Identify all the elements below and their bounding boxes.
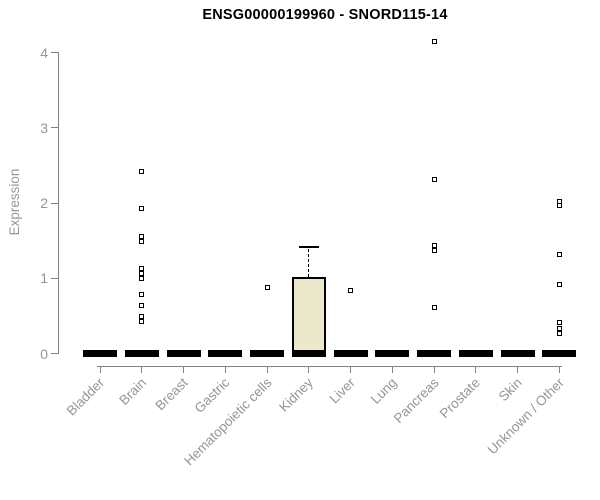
x-axis-tick xyxy=(475,367,477,373)
whisker-line xyxy=(308,248,309,278)
box-body xyxy=(291,277,326,357)
x-axis-tick-label: Gastric xyxy=(192,375,233,416)
y-axis-tick-label: 1 xyxy=(40,270,48,287)
outlier-point xyxy=(556,202,562,208)
median-bar xyxy=(500,350,535,357)
y-axis-tick xyxy=(51,127,58,129)
x-axis-tick-label: Breast xyxy=(152,375,192,414)
outlier-point xyxy=(139,234,145,240)
median-bar xyxy=(417,350,451,357)
x-axis-tick xyxy=(141,367,143,373)
median-bar xyxy=(542,350,577,357)
x-axis-tick-label: Pancreas xyxy=(390,375,442,426)
median-bar xyxy=(458,350,493,357)
outlier-point xyxy=(556,251,562,257)
outlier-point xyxy=(139,314,145,320)
outlier-point xyxy=(556,281,562,287)
x-axis-tick xyxy=(99,367,101,373)
outlier-point xyxy=(556,330,562,336)
median-bar xyxy=(375,350,410,357)
outlier-point xyxy=(431,39,437,45)
outlier-point xyxy=(556,320,562,326)
outlier-point xyxy=(264,284,270,290)
x-axis-tick-label: Bladder xyxy=(64,375,108,419)
x-axis-line xyxy=(97,366,562,367)
outlier-point xyxy=(139,205,145,211)
whisker-cap xyxy=(298,245,319,248)
x-axis-tick xyxy=(391,367,393,373)
outlier-point xyxy=(431,242,437,248)
y-axis-tick-label: 2 xyxy=(40,195,48,211)
outlier-point xyxy=(139,168,145,174)
chart-title: ENSG00000199960 - SNORD115-14 xyxy=(202,7,448,23)
median-bar xyxy=(208,350,243,357)
x-axis-tick xyxy=(224,367,226,373)
outlier-point xyxy=(139,271,145,277)
y-axis-tick-label: 0 xyxy=(40,345,48,362)
x-axis-tick xyxy=(183,367,184,373)
x-axis-tick-label: Kidney xyxy=(276,375,317,415)
outlier-point xyxy=(139,302,145,308)
outlier-point xyxy=(431,177,437,183)
x-axis-tick-label: Unknown / Other xyxy=(484,375,567,458)
y-axis-tick xyxy=(51,202,58,204)
x-axis-tick xyxy=(433,367,435,373)
x-axis-tick xyxy=(350,367,351,373)
x-axis-tick-label: Prostate xyxy=(437,375,484,422)
x-axis-tick xyxy=(266,367,268,373)
x-axis-tick-label: Lung xyxy=(368,375,400,407)
x-axis-tick-label: Liver xyxy=(326,375,359,407)
x-axis-tick xyxy=(308,367,310,373)
outlier-point xyxy=(139,291,145,297)
median-bar xyxy=(250,350,284,357)
x-axis-tick xyxy=(558,367,560,373)
x-axis-tick xyxy=(517,367,518,373)
y-axis-tick xyxy=(51,52,58,53)
outlier-point xyxy=(139,318,145,324)
y-axis-tick-label: 4 xyxy=(40,44,48,61)
y-axis-tick-label: 3 xyxy=(40,119,48,136)
x-axis-tick-label: Brain xyxy=(116,375,150,408)
median-bar xyxy=(83,350,117,357)
median-bar xyxy=(333,350,368,357)
outlier-point xyxy=(431,247,437,253)
outlier-point xyxy=(139,265,145,271)
median-bar xyxy=(124,350,159,357)
y-axis-tick xyxy=(51,277,58,279)
y-axis-line xyxy=(58,52,59,354)
outlier-point xyxy=(431,305,437,311)
outlier-point xyxy=(139,275,145,281)
median-bar xyxy=(166,350,201,357)
outlier-point xyxy=(139,238,145,244)
median-bar xyxy=(291,350,326,357)
x-axis-tick-label: Skin xyxy=(495,375,526,405)
outlier-point xyxy=(556,326,562,332)
outlier-point xyxy=(348,287,353,293)
y-axis-tick xyxy=(51,353,58,354)
